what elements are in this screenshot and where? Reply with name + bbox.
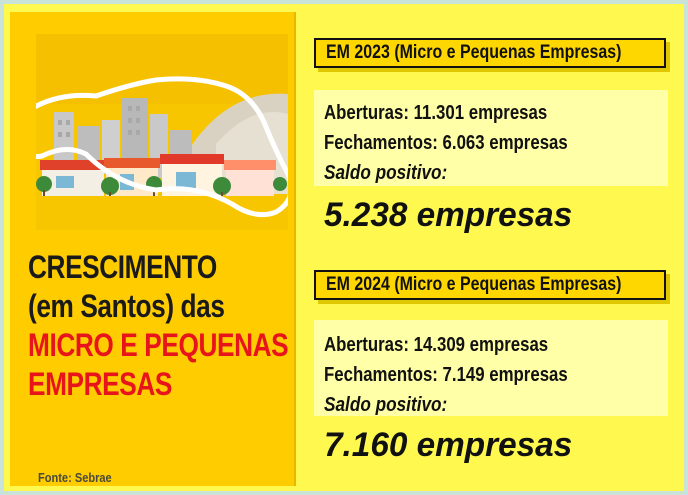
santos-city-illustration (36, 34, 288, 230)
left-panel: CRESCIMENTO (em Santos) das MICRO E PEQU… (10, 12, 296, 486)
section-2024-openings: Aberturas: 14.309 empresas (324, 334, 549, 356)
section-2023-stats-box (314, 90, 668, 186)
headline-line-1: CRESCIMENTO (28, 249, 217, 285)
section-2023-title: EM 2023 (Micro e Pequenas Empresas) (326, 42, 622, 63)
city-map-image (36, 34, 288, 230)
section-2024-title: EM 2024 (Micro e Pequenas Empresas) (326, 274, 622, 295)
source-credit: Fonte: Sebrae (38, 470, 112, 485)
section-2023-balance-value: 5.238 empresas (324, 196, 573, 234)
headline: CRESCIMENTO (em Santos) das MICRO E PEQU… (28, 248, 299, 404)
section-2024-balance-value: 7.160 empresas (324, 426, 573, 464)
section-2023-closings: Fechamentos: 6.063 empresas (324, 132, 568, 154)
section-2023-openings: Aberturas: 11.301 empresas (324, 102, 548, 124)
headline-line-4: EMPRESAS (28, 366, 172, 402)
headline-line-2: (em Santos) das (28, 288, 225, 324)
section-2023-balance-label: Saldo positivo: (324, 162, 448, 184)
section-2024-header: EM 2024 (Micro e Pequenas Empresas) (314, 270, 666, 300)
section-2024-balance-label: Saldo positivo: (324, 394, 448, 416)
section-2024-closings: Fechamentos: 7.149 empresas (324, 364, 568, 386)
section-2024-stats-box (314, 320, 668, 416)
headline-line-3: MICRO E PEQUENAS (28, 327, 289, 363)
section-2023-header: EM 2023 (Micro e Pequenas Empresas) (314, 38, 666, 68)
